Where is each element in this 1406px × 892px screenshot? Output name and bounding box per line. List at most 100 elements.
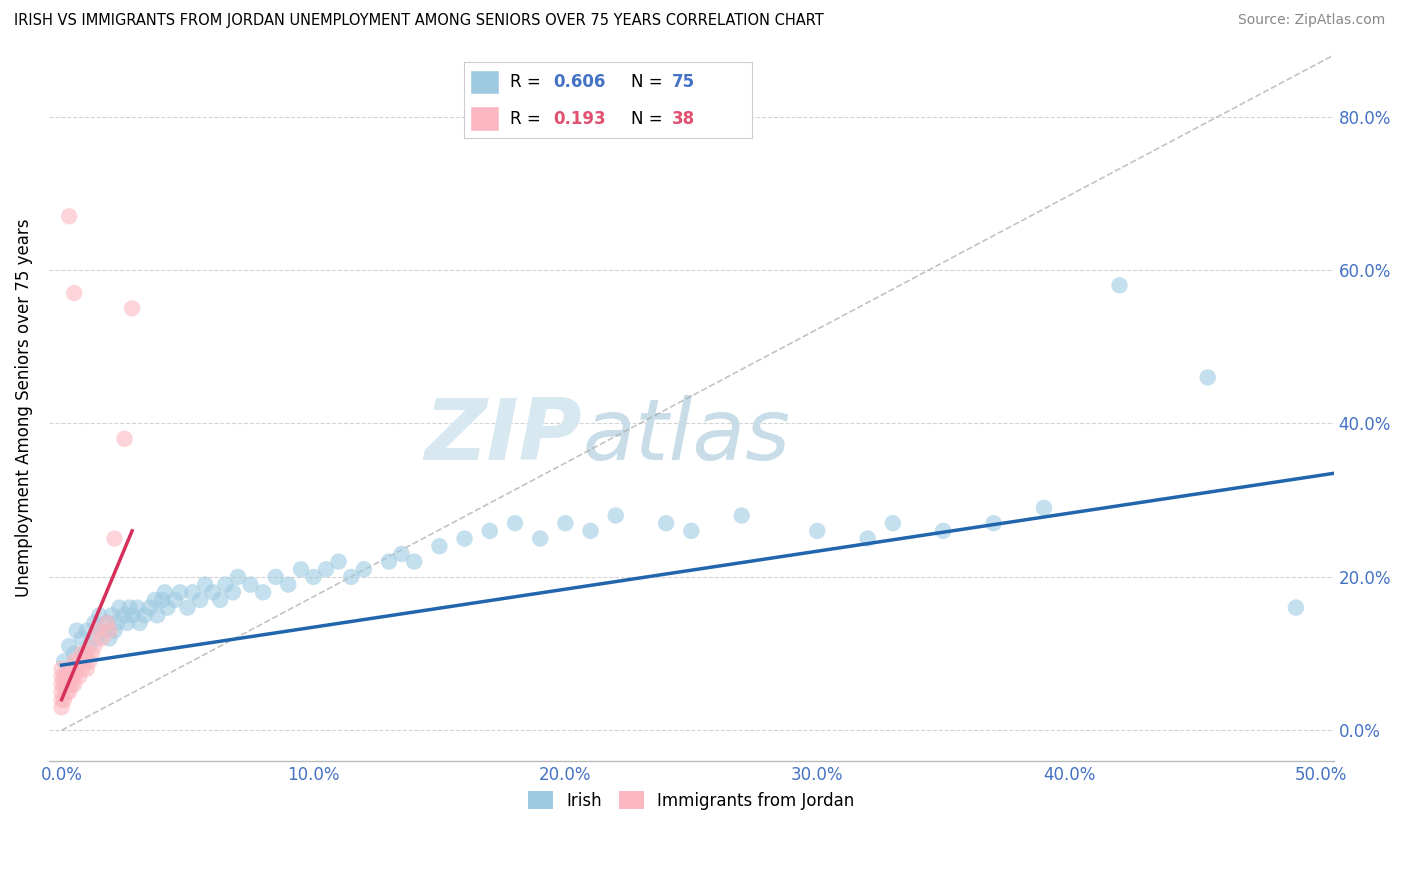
Text: ZIP: ZIP (425, 395, 582, 478)
Point (63, 285, 86, 300)
Point (70, 647, 93, 661)
Point (340, 570, 363, 584)
Point (51, 692, 73, 706)
Point (478, 524, 501, 538)
Point (53, 654, 76, 668)
Point (66, 662, 89, 676)
Point (1197, 370, 1219, 384)
Point (264, 570, 287, 584)
Point (55, 670, 77, 684)
Point (194, 577, 217, 591)
Point (77, 639, 100, 653)
Point (118, 600, 141, 615)
Point (328, 555, 350, 569)
Point (209, 593, 232, 607)
Point (1033, 500, 1056, 515)
Point (70, 662, 93, 676)
Point (503, 516, 526, 531)
Point (77, 654, 100, 668)
Point (86, 632, 108, 646)
Point (115, 615, 138, 630)
Point (128, 615, 150, 630)
Point (169, 585, 191, 599)
Point (391, 547, 413, 561)
Point (98, 624, 121, 638)
Point (153, 585, 176, 599)
Point (53, 692, 76, 706)
Point (90, 632, 112, 646)
Text: 0.606: 0.606 (554, 73, 606, 91)
Point (143, 593, 166, 607)
Point (96, 615, 118, 630)
Text: Source: ZipAtlas.com: Source: ZipAtlas.com (1237, 13, 1385, 28)
Point (67, 670, 90, 684)
Point (239, 577, 262, 591)
Point (429, 539, 451, 553)
Point (80, 647, 103, 661)
Point (70, 632, 93, 646)
Text: 75: 75 (672, 73, 695, 91)
Point (89, 608, 111, 623)
Point (103, 532, 125, 546)
Point (63, 670, 86, 684)
Point (655, 516, 678, 531)
Text: N =: N = (631, 110, 668, 128)
Point (731, 508, 754, 523)
FancyBboxPatch shape (470, 106, 499, 130)
Point (226, 570, 249, 584)
Legend: Irish, Immigrants from Jordan: Irish, Immigrants from Jordan (522, 785, 860, 816)
Text: atlas: atlas (582, 395, 790, 478)
Point (138, 600, 160, 615)
Point (681, 524, 703, 538)
Text: 0.193: 0.193 (554, 110, 606, 128)
Point (252, 585, 274, 599)
Point (201, 585, 224, 599)
Point (214, 577, 236, 591)
Point (302, 570, 325, 584)
Point (222, 585, 245, 599)
Point (353, 562, 375, 576)
Point (58, 209, 80, 223)
Point (63, 647, 86, 661)
Point (76, 647, 98, 661)
Point (121, 301, 143, 316)
Text: 38: 38 (672, 110, 695, 128)
Point (315, 562, 337, 576)
Point (101, 608, 124, 623)
Point (163, 593, 186, 607)
Point (114, 608, 136, 623)
Point (105, 615, 128, 630)
Point (554, 516, 576, 531)
Point (1108, 278, 1130, 293)
Point (51, 700, 73, 714)
Point (146, 608, 169, 623)
Point (51, 677, 73, 691)
Point (60, 670, 83, 684)
Point (63, 654, 86, 668)
Point (882, 516, 904, 531)
Point (134, 608, 156, 623)
Point (1285, 600, 1308, 615)
Point (96, 615, 118, 630)
Point (67, 654, 90, 668)
Point (856, 532, 879, 546)
Point (983, 516, 1005, 531)
Point (60, 677, 83, 691)
Point (114, 432, 136, 446)
Point (579, 524, 602, 538)
Point (605, 508, 627, 523)
Point (98, 632, 121, 646)
FancyBboxPatch shape (470, 70, 499, 95)
Point (83, 639, 105, 653)
Point (58, 685, 80, 699)
Point (932, 524, 955, 538)
Point (108, 600, 131, 615)
Point (53, 677, 76, 691)
Text: N =: N = (631, 73, 668, 91)
Point (53, 670, 76, 684)
Point (176, 600, 198, 615)
Point (58, 662, 80, 676)
Point (156, 600, 179, 615)
Point (55, 685, 77, 699)
Point (51, 662, 73, 676)
